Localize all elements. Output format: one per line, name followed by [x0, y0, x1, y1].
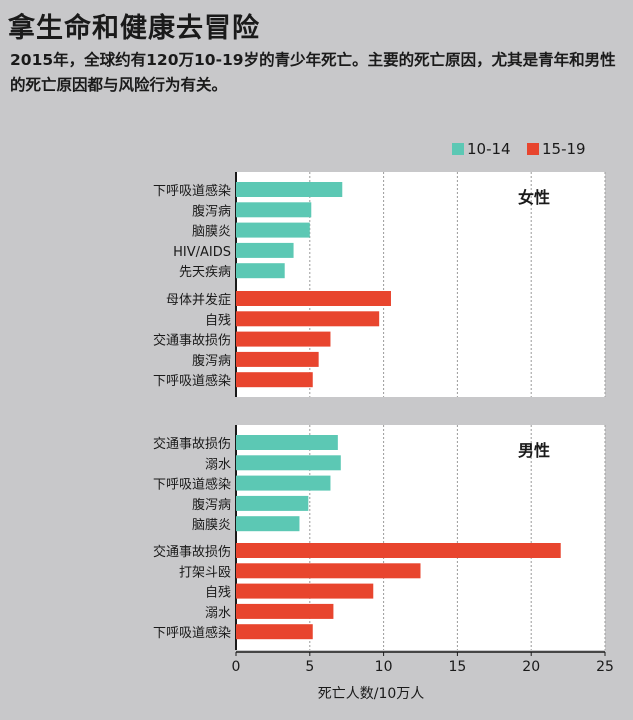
category-label: 先天疾病: [179, 265, 231, 280]
panel-label: 男性: [518, 441, 550, 460]
category-label: 下呼吸道感染: [153, 625, 231, 641]
x-tick-label: 25: [596, 659, 614, 675]
x-tick-label: 5: [305, 659, 314, 675]
bar: [236, 624, 313, 640]
category-label: 自残: [205, 586, 231, 601]
category-label: 交通事故损伤: [153, 544, 231, 560]
bar: [236, 372, 313, 388]
x-tick-label: 20: [522, 659, 540, 675]
bar: [236, 455, 341, 471]
bar: [236, 331, 331, 347]
bar: [236, 435, 338, 450]
category-label: 腹泻病: [192, 203, 231, 219]
legend-swatch: [452, 143, 464, 155]
bar: [236, 603, 334, 619]
category-label: 下呼吸道感染: [153, 477, 231, 493]
x-tick-label: 10: [375, 659, 393, 675]
category-label: HIV/AIDS: [173, 245, 231, 260]
category-label: 腹泻病: [192, 497, 231, 513]
bar: [236, 242, 294, 258]
category-label: 打架斗殴: [179, 565, 231, 580]
x-axis-label: 死亡人数/10万人: [318, 686, 425, 702]
category-label: 交通事故损伤: [153, 436, 231, 452]
category-label: 腹泻病: [192, 353, 231, 369]
bar: [236, 202, 312, 218]
category-label: 溺水: [205, 457, 231, 472]
bar: [236, 475, 331, 491]
legend-swatch: [527, 143, 539, 155]
legend-label: 15-19: [542, 140, 586, 158]
bar: [236, 311, 380, 327]
bar: [236, 351, 319, 367]
category-label: 下呼吸道感染: [153, 183, 231, 199]
page-subtitle: 2015年，全球约有120万10-19岁的青少年死亡。主要的死亡原因，尤其是青年…: [10, 51, 616, 94]
category-label: 脑膜炎: [192, 518, 231, 533]
bar: [236, 182, 343, 197]
bar: [236, 516, 300, 532]
category-label: 下呼吸道感染: [153, 373, 231, 389]
bar: [236, 263, 285, 279]
category-label: 脑膜炎: [192, 225, 231, 240]
legend-label: 10-14: [467, 140, 511, 158]
x-tick-label: 0: [232, 659, 241, 675]
bar: [236, 583, 374, 599]
panel-label: 女性: [518, 188, 550, 207]
category-label: 自残: [205, 313, 231, 328]
bar: [236, 563, 421, 579]
category-label: 溺水: [205, 606, 231, 621]
bar: [236, 543, 561, 558]
x-tick-label: 15: [448, 659, 466, 675]
page-title: 拿生命和健康去冒险: [8, 13, 260, 44]
bar: [236, 495, 309, 511]
bar: [236, 291, 391, 306]
category-label: 母体并发症: [166, 292, 231, 308]
bar: [236, 222, 310, 238]
category-label: 交通事故损伤: [153, 333, 231, 349]
